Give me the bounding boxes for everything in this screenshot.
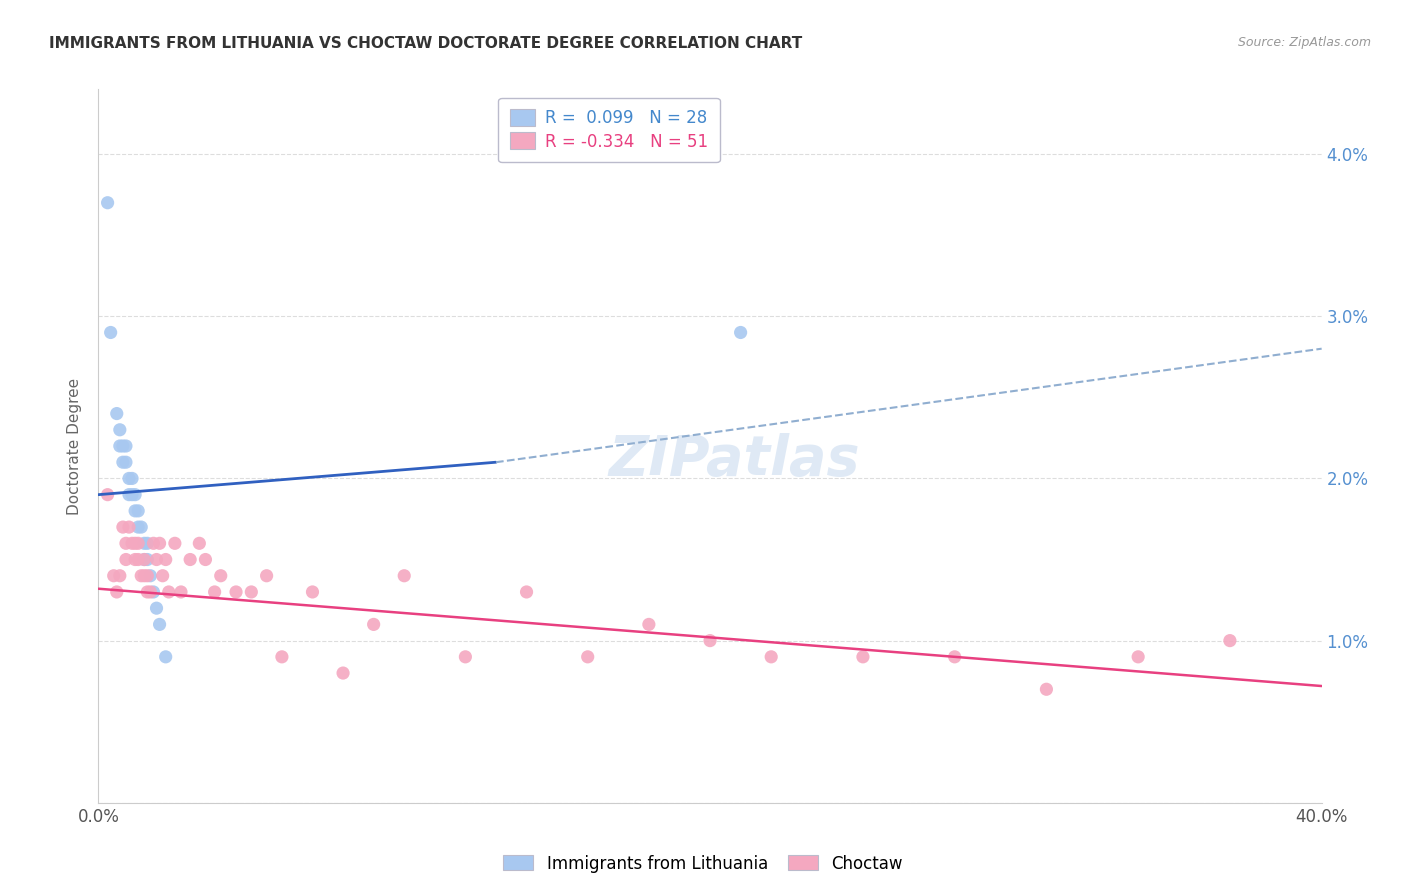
Point xyxy=(1035,682,1057,697)
Point xyxy=(100,326,122,340)
Point xyxy=(637,617,661,632)
Y-axis label: Doctorate Degree: Doctorate Degree xyxy=(67,377,83,515)
Point xyxy=(97,488,120,502)
Point xyxy=(225,585,247,599)
Point xyxy=(270,649,292,664)
Point xyxy=(129,520,152,534)
Point xyxy=(121,536,143,550)
Point xyxy=(256,568,278,582)
Point xyxy=(115,552,138,566)
Point xyxy=(188,536,211,550)
Point xyxy=(121,471,143,485)
Point xyxy=(240,585,263,599)
Point xyxy=(194,552,217,566)
Point xyxy=(127,504,149,518)
Point xyxy=(124,552,146,566)
Point xyxy=(155,649,177,664)
Point xyxy=(121,488,143,502)
Point xyxy=(115,439,138,453)
Point xyxy=(139,568,162,582)
Point xyxy=(108,423,131,437)
Point xyxy=(170,585,193,599)
Point xyxy=(134,568,156,582)
Point xyxy=(134,536,156,550)
Text: IMMIGRANTS FROM LITHUANIA VS CHOCTAW DOCTORATE DEGREE CORRELATION CHART: IMMIGRANTS FROM LITHUANIA VS CHOCTAW DOC… xyxy=(49,36,803,51)
Point xyxy=(1128,649,1150,664)
Point xyxy=(124,536,146,550)
Point xyxy=(108,568,131,582)
Point xyxy=(115,455,138,469)
Point xyxy=(118,488,141,502)
Text: Source: ZipAtlas.com: Source: ZipAtlas.com xyxy=(1237,36,1371,49)
Point xyxy=(204,585,226,599)
Point xyxy=(118,520,141,534)
Point xyxy=(134,552,156,566)
Point xyxy=(516,585,538,599)
Point xyxy=(1219,633,1241,648)
Point xyxy=(136,585,159,599)
Point xyxy=(454,649,477,664)
Point xyxy=(163,536,186,550)
Point xyxy=(111,520,134,534)
Point xyxy=(108,439,131,453)
Point xyxy=(145,601,167,615)
Point xyxy=(759,649,782,664)
Point xyxy=(149,617,172,632)
Point xyxy=(155,552,177,566)
Legend: R =  0.099   N = 28, R = -0.334   N = 51: R = 0.099 N = 28, R = -0.334 N = 51 xyxy=(498,97,720,162)
Point xyxy=(699,633,721,648)
Text: ZIPatlas: ZIPatlas xyxy=(609,434,860,487)
Legend: Immigrants from Lithuania, Choctaw: Immigrants from Lithuania, Choctaw xyxy=(496,848,910,880)
Point xyxy=(127,520,149,534)
Point xyxy=(127,536,149,550)
Point xyxy=(105,407,128,421)
Point xyxy=(105,585,128,599)
Point xyxy=(179,552,201,566)
Point xyxy=(124,504,146,518)
Point xyxy=(124,488,146,502)
Point xyxy=(392,568,416,582)
Point xyxy=(301,585,323,599)
Point xyxy=(111,439,134,453)
Point xyxy=(142,536,165,550)
Point xyxy=(576,649,599,664)
Point xyxy=(730,326,752,340)
Point xyxy=(115,536,138,550)
Point xyxy=(332,666,354,681)
Point xyxy=(134,552,156,566)
Point xyxy=(103,568,125,582)
Point xyxy=(97,195,120,210)
Point xyxy=(145,552,167,566)
Point xyxy=(209,568,232,582)
Point xyxy=(157,585,180,599)
Point xyxy=(127,552,149,566)
Point xyxy=(118,471,141,485)
Point xyxy=(363,617,385,632)
Point xyxy=(136,568,159,582)
Point xyxy=(129,568,152,582)
Point xyxy=(142,585,165,599)
Point xyxy=(149,536,172,550)
Point xyxy=(136,552,159,566)
Point xyxy=(852,649,875,664)
Point xyxy=(136,536,159,550)
Point xyxy=(139,585,162,599)
Point xyxy=(152,568,174,582)
Point xyxy=(111,455,134,469)
Point xyxy=(943,649,966,664)
